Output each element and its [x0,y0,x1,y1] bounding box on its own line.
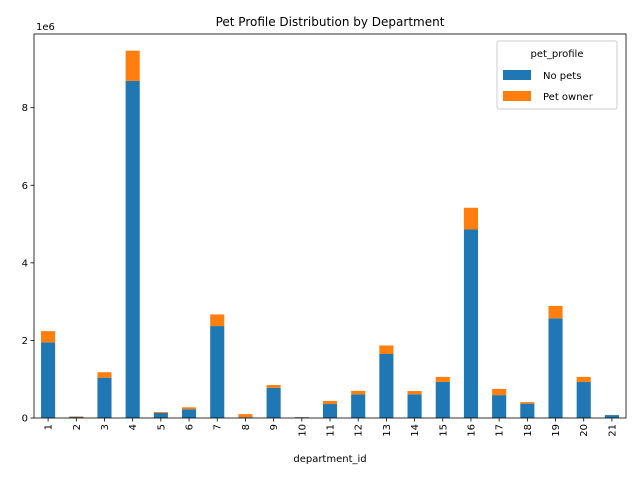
bar-no-pets-dept-18 [520,404,534,418]
bar-pet-owner-dept-1 [41,331,55,342]
bar-pet-owner-dept-8 [238,414,252,417]
bar-pet-owner-dept-15 [436,377,450,382]
x-tick-label: 2 [72,424,83,430]
bar-no-pets-dept-4 [126,81,140,418]
x-tick-label: 16 [466,424,477,437]
legend-swatch-pet-owner [503,91,531,101]
x-tick-label: 20 [579,424,590,437]
bar-pet-owner-dept-6 [182,407,196,409]
x-tick-label: 15 [438,424,449,437]
legend-label-no-pets: No pets [543,71,581,82]
x-tick-label: 8 [241,424,252,430]
bar-no-pets-dept-19 [548,318,562,418]
x-tick-label: 19 [551,424,562,437]
chart-title: Pet Profile Distribution by Department [216,15,445,29]
x-tick-label: 18 [523,424,534,437]
bar-pet-owner-dept-20 [577,377,591,382]
bar-pet-owner-dept-2 [69,416,83,417]
bar-no-pets-dept-5 [154,413,168,418]
y-tick-label: 4 [22,258,28,269]
bar-no-pets-dept-7 [210,326,224,418]
x-tick-label: 5 [156,424,167,430]
bar-pet-owner-dept-13 [379,345,393,354]
bar-pet-owner-dept-7 [210,314,224,326]
x-tick-label: 11 [326,424,337,437]
x-axis-title: department_id [293,454,366,465]
bar-no-pets-dept-3 [97,378,111,418]
bar-no-pets-dept-20 [577,382,591,418]
bar-pet-owner-dept-4 [126,51,140,81]
y-tick-label: 2 [22,336,28,347]
x-tick-label: 13 [382,424,393,437]
x-tick-label: 4 [128,424,139,430]
bar-no-pets-dept-21 [605,415,619,418]
x-tick-label: 17 [495,424,506,437]
bar-pet-owner-dept-11 [323,401,337,404]
bar-pet-owner-dept-14 [408,391,422,394]
x-tick-label: 7 [213,424,224,430]
y-tick-label: 8 [22,103,28,114]
bar-no-pets-dept-9 [267,388,281,418]
bar-pet-owner-dept-3 [97,372,111,377]
bar-no-pets-dept-11 [323,404,337,418]
bar-pet-owner-dept-5 [154,412,168,413]
bar-no-pets-dept-16 [464,229,478,418]
x-tick-label: 14 [410,424,421,437]
bar-pet-owner-dept-17 [492,389,506,395]
x-tick-label: 12 [354,424,365,437]
bar-no-pets-dept-6 [182,409,196,418]
y-tick-label: 0 [22,414,28,425]
x-tick-label: 9 [269,424,280,430]
legend: pet_profile No pets Pet owner [497,41,617,109]
y-axis-offset-label: 1e6 [36,22,55,33]
y-tick-label: 6 [22,181,28,192]
legend-title: pet_profile [530,49,583,60]
bar-pet-owner-dept-16 [464,208,478,230]
bar-no-pets-dept-1 [41,342,55,418]
x-tick-label: 6 [185,424,196,430]
x-tick-label: 21 [607,424,618,437]
bar-pet-owner-dept-18 [520,402,534,404]
legend-swatch-no-pets [503,70,531,80]
x-tick-label: 1 [44,424,55,430]
bar-no-pets-dept-13 [379,354,393,418]
bar-pet-owner-dept-9 [267,385,281,388]
x-tick-label: 10 [297,424,308,437]
legend-label-pet-owner: Pet owner [543,92,594,103]
bar-no-pets-dept-15 [436,382,450,418]
bar-no-pets-dept-14 [408,394,422,418]
bar-pet-owner-dept-19 [548,306,562,318]
x-tick-label: 3 [100,424,111,430]
bar-no-pets-dept-12 [351,394,365,418]
bar-pet-owner-dept-12 [351,391,365,394]
bar-no-pets-dept-17 [492,395,506,418]
